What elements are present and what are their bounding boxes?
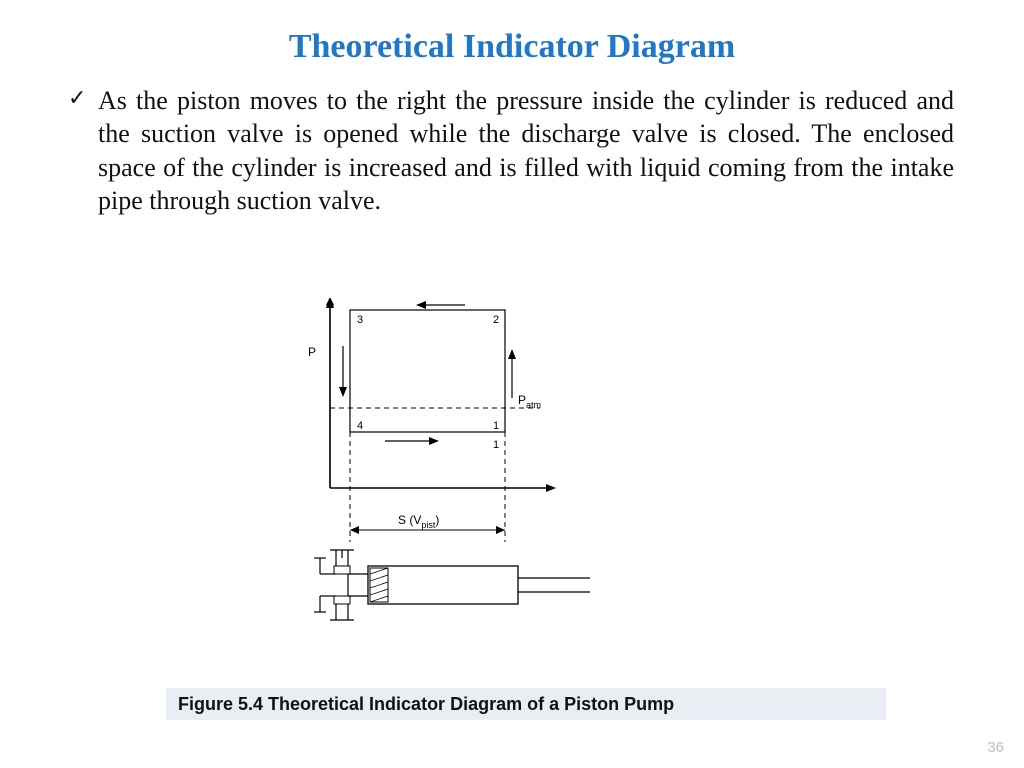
figure-caption-bar: Figure 5.4 Theoretical Indicator Diagram… <box>166 688 886 720</box>
body-paragraph: ✓ As the piston moves to the right the p… <box>0 66 1024 217</box>
p-axis-label: P <box>308 345 316 359</box>
point-1: 1 <box>493 420 499 432</box>
point-4: 4 <box>357 420 363 432</box>
point-1b: 1 <box>493 439 499 451</box>
checkmark-icon: ✓ <box>68 84 86 112</box>
point-3: 3 <box>357 314 363 326</box>
paragraph-text: As the piston moves to the right the pre… <box>98 86 954 215</box>
point-2: 2 <box>493 314 499 326</box>
figure-caption: Figure 5.4 Theoretical Indicator Diagram… <box>178 694 674 715</box>
indicator-diagram: P 3 2 4 1 1 Patm S (Vpist) <box>290 298 630 668</box>
patm-label: Patm <box>518 393 541 410</box>
s-axis-label: S (Vpist) <box>398 513 439 530</box>
page-number: 36 <box>987 739 1004 756</box>
page-title: Theoretical Indicator Diagram <box>0 0 1024 66</box>
